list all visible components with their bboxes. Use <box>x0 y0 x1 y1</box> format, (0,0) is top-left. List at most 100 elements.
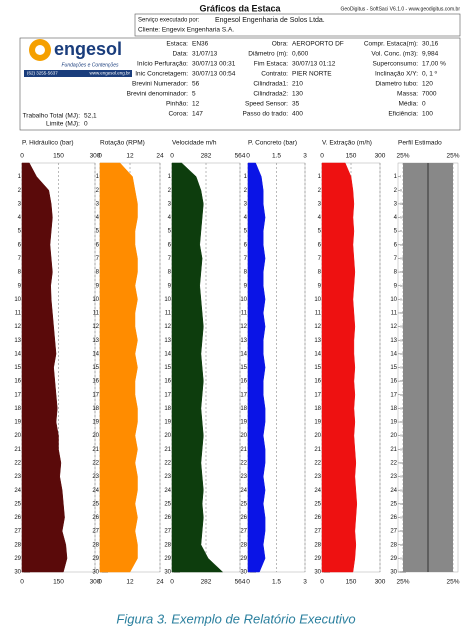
depth-label: 8 <box>168 270 172 276</box>
depth-label: 15 <box>390 365 397 371</box>
track-title: Perfil Estimado <box>398 140 442 147</box>
depth-label: 17 <box>390 392 397 398</box>
depth-label: 10 <box>164 297 171 303</box>
depth-label: 1 <box>168 174 172 180</box>
depth-label: 21 <box>92 447 99 453</box>
depth-label: 6 <box>244 242 248 248</box>
info-value: 0, 1 º <box>422 71 438 78</box>
info-value: 210 <box>292 81 303 88</box>
info-label: Início Perfuração: <box>137 61 188 68</box>
depth-label: 3 <box>318 201 322 207</box>
depth-label: 23 <box>314 474 321 480</box>
depth-label: 13 <box>14 338 21 344</box>
depth-label: 9 <box>318 283 322 289</box>
depth-label: 10 <box>240 297 247 303</box>
depth-label: 23 <box>14 474 21 480</box>
info-value: 120 <box>422 81 433 88</box>
depth-label: 23 <box>240 474 247 480</box>
info-label: Coroa: <box>168 111 188 118</box>
info-value: 9,984 <box>422 51 439 58</box>
depth-label: 28 <box>314 542 321 548</box>
depth-label: 5 <box>18 229 22 235</box>
depth-label: 16 <box>390 379 397 385</box>
depth-label: 23 <box>390 474 397 480</box>
depth-label: 2 <box>18 188 22 194</box>
info-label: Inic Concretagem: <box>135 71 188 78</box>
depth-label: 8 <box>318 270 322 276</box>
depth-roman: v <box>400 228 402 233</box>
depth-label: 4 <box>318 215 322 221</box>
depth-roman: ii <box>400 187 402 192</box>
depth-label: 24 <box>14 488 21 494</box>
depth-label: 28 <box>92 542 99 548</box>
x-tick-label: 300 <box>90 153 101 160</box>
depth-label: 20 <box>92 433 99 439</box>
x-tick-label: 0 <box>98 579 102 586</box>
software: GeoDigitus - SoftSaci V6.1.0 - www.geodi… <box>341 6 461 12</box>
depth-label: 10 <box>92 297 99 303</box>
info-label: Brevini Numerador: <box>132 81 188 88</box>
depth-roman: xi <box>400 310 403 315</box>
depth-label: 16 <box>14 379 21 385</box>
depth-label: 11 <box>93 311 100 317</box>
depth-label: 7 <box>168 256 172 262</box>
depth-label: 5 <box>394 229 398 235</box>
depth-label: 12 <box>92 324 99 330</box>
track-title: Rotação (RPM) <box>100 140 145 147</box>
depth-label: 25 <box>14 501 21 507</box>
depth-label: 17 <box>240 392 247 398</box>
info-label: Diâmetro (m): <box>248 51 288 58</box>
x-tick-label: 0 <box>170 579 174 586</box>
depth-label: 26 <box>92 515 99 521</box>
x-tick-label: 0 <box>170 153 174 160</box>
x-tick-label: 150 <box>53 579 64 586</box>
depth-label: 12 <box>314 324 321 330</box>
depth-label: 18 <box>164 406 171 412</box>
depth-roman: xv <box>400 365 404 370</box>
depth-label: 27 <box>14 529 21 535</box>
info-value: 35 <box>292 101 300 108</box>
x-tick-label: 0 <box>98 153 102 160</box>
x-tick-label: 300 <box>90 579 101 586</box>
depth-label: 10 <box>390 297 397 303</box>
depth-label: 19 <box>390 420 397 426</box>
depth-label: 16 <box>240 379 247 385</box>
depth-label: 21 <box>164 447 171 453</box>
depth-label: 17 <box>14 392 21 398</box>
depth-label: 26 <box>164 515 171 521</box>
depth-label: 19 <box>164 420 171 426</box>
service: Engesol Engenharia de Solos Ltda. <box>215 17 325 24</box>
x-tick-label: 150 <box>346 579 357 586</box>
info-value: 100 <box>422 111 433 118</box>
depth-label: 10 <box>314 297 321 303</box>
depth-label: 7 <box>244 256 248 262</box>
info-label: Vol. Conc. (m3): <box>371 51 418 58</box>
depth-roman: xxii <box>400 460 406 465</box>
depth-label: 17 <box>164 392 171 398</box>
depth-label: 18 <box>92 406 99 412</box>
depth-label: 2 <box>168 188 172 194</box>
depth-roman: xxi <box>400 446 405 451</box>
x-tick-label: 300 <box>375 579 386 586</box>
depth-roman: i <box>400 174 401 179</box>
info-value: 130 <box>292 91 303 98</box>
depth-label: 12 <box>14 324 21 330</box>
depth-label: 4 <box>96 215 100 221</box>
info-value: 7000 <box>422 91 437 98</box>
depth-label: 7 <box>96 256 100 262</box>
logo-bar <box>24 70 132 77</box>
logo-sub: Fundações e Contenções <box>62 62 119 68</box>
depth-label: 21 <box>314 447 321 453</box>
depth-label: 22 <box>164 461 171 467</box>
x-tick-label: 24 <box>156 579 164 586</box>
depth-label: 9 <box>394 283 398 289</box>
info-value: 17,00 % <box>422 61 446 68</box>
depth-label: 24 <box>390 488 397 494</box>
info-value: AEROPORTO DF <box>292 41 344 48</box>
depth-label: 3 <box>18 201 22 207</box>
depth-label: 9 <box>244 283 248 289</box>
info-label: Fim Estaca: <box>254 61 289 68</box>
info-label: Média: <box>398 101 418 108</box>
depth-label: 22 <box>314 461 321 467</box>
area <box>171 162 224 573</box>
